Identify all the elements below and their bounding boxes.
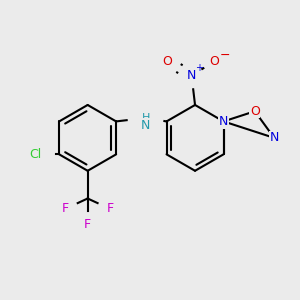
Text: F: F [61, 202, 69, 215]
Text: N: N [219, 115, 228, 128]
Text: N: N [141, 119, 150, 132]
Text: H: H [141, 113, 150, 123]
Text: −: − [219, 49, 230, 62]
Text: N: N [187, 69, 196, 82]
Text: F: F [84, 218, 91, 231]
Text: O: O [162, 55, 172, 68]
Text: O: O [250, 105, 260, 118]
Text: +: + [195, 63, 203, 73]
Text: F: F [106, 202, 114, 215]
Text: Cl: Cl [29, 148, 41, 161]
Text: O: O [209, 55, 219, 68]
Text: N: N [269, 131, 279, 144]
